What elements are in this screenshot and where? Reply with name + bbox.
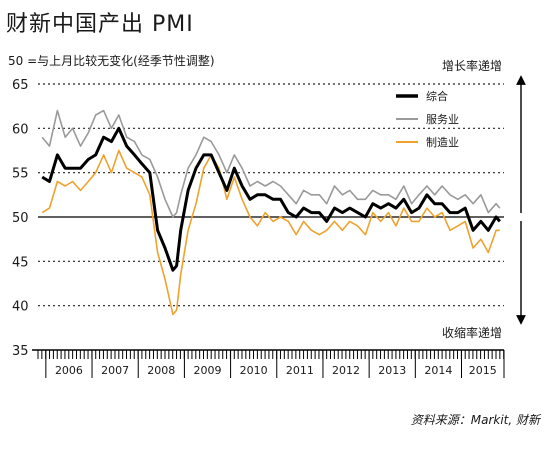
legend-label-1: 服务业 — [426, 113, 459, 126]
x-tick-label-2015: 2015 — [469, 364, 497, 377]
up-annotation: 增长率递增 — [442, 58, 502, 73]
x-tick-label-2006: 2006 — [55, 364, 83, 377]
chart-title: 财新中国产出 PMI — [6, 12, 194, 37]
y-tick-label-35: 35 — [12, 344, 29, 359]
down-annotation: 收缩率递增 — [442, 325, 502, 340]
chart-subtitle: 50 =与上月比较无变化(经季节性调整) — [8, 54, 215, 68]
x-tick-label-2007: 2007 — [101, 364, 129, 377]
x-tick-label-2008: 2008 — [147, 364, 175, 377]
x-axis-labels: 2006 2007 2008 2009 2010 2011 2012 2013 2014 2015 — [55, 364, 497, 377]
y-tick-label-45: 45 — [12, 255, 29, 270]
y-tick-label-55: 55 — [12, 167, 29, 182]
x-tick-label-2013: 2013 — [378, 364, 406, 377]
x-tick-label-2012: 2012 — [332, 364, 360, 377]
legend-label-2: 制造业 — [426, 135, 459, 149]
series-line-0 — [41, 126, 501, 272]
x-tick-label-2009: 2009 — [193, 364, 221, 377]
y-tick-label-50: 50 — [12, 211, 29, 226]
y-tick-label-40: 40 — [12, 300, 29, 315]
legend-label-0: 综合 — [426, 89, 448, 103]
series-group — [41, 109, 501, 316]
y-tick-label-65: 65 — [12, 78, 29, 93]
axes — [32, 349, 505, 378]
series-line-2 — [41, 149, 500, 316]
x-tick-label-2010: 2010 — [240, 364, 268, 377]
y-axis-labels: 35 40 45 50 55 60 65 — [12, 78, 29, 359]
grid-lines — [38, 83, 504, 307]
x-tick-label-2011: 2011 — [286, 364, 314, 377]
source-note: 资料来源：Markit, 财新 — [410, 413, 540, 427]
x-tick-label-2014: 2014 — [424, 364, 452, 377]
series-line-1 — [41, 109, 501, 218]
y-tick-label-60: 60 — [12, 122, 29, 137]
